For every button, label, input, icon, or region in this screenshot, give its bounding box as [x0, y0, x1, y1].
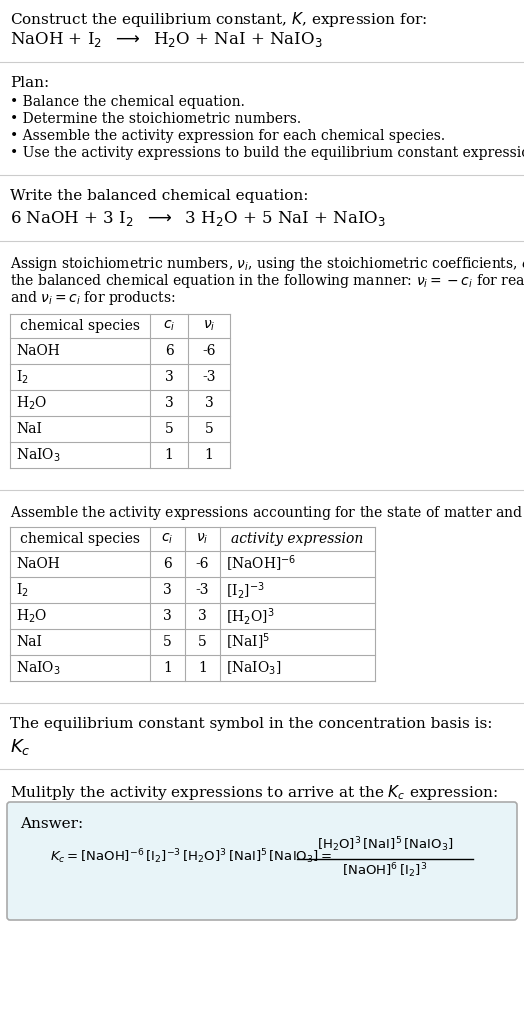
Text: chemical species: chemical species	[20, 532, 140, 546]
Text: Answer:: Answer:	[20, 817, 83, 832]
Text: NaOH + I$_2$  $\longrightarrow$  H$_2$O + NaI + NaIO$_3$: NaOH + I$_2$ $\longrightarrow$ H$_2$O + …	[10, 30, 323, 49]
Text: NaOH: NaOH	[16, 557, 60, 571]
Text: 6: 6	[163, 557, 172, 571]
Text: 3: 3	[163, 609, 172, 623]
Text: 1: 1	[165, 448, 173, 462]
Text: activity expression: activity expression	[232, 532, 364, 546]
Text: and $\nu_i = c_i$ for products:: and $\nu_i = c_i$ for products:	[10, 289, 176, 307]
Text: $c_i$: $c_i$	[163, 319, 175, 333]
Text: 3: 3	[165, 396, 173, 410]
Text: [NaI]$^5$: [NaI]$^5$	[226, 632, 270, 652]
Text: 3: 3	[205, 396, 213, 410]
Text: Assign stoichiometric numbers, $\nu_i$, using the stoichiometric coefficients, $: Assign stoichiometric numbers, $\nu_i$, …	[10, 255, 524, 273]
Text: Assemble the activity expressions accounting for the state of matter and $\nu_i$: Assemble the activity expressions accoun…	[10, 504, 524, 522]
Text: 5: 5	[165, 422, 173, 436]
Text: $\mathrm{[NaOH]}^6\,\mathrm{[I_2]}^3$: $\mathrm{[NaOH]}^6\,\mathrm{[I_2]}^3$	[342, 862, 428, 880]
Text: -6: -6	[196, 557, 209, 571]
Text: • Assemble the activity expression for each chemical species.: • Assemble the activity expression for e…	[10, 129, 445, 143]
Text: NaOH: NaOH	[16, 344, 60, 358]
Text: -6: -6	[202, 344, 216, 358]
Text: 3: 3	[163, 583, 172, 597]
Text: $K_c = \mathrm{[NaOH]}^{-6}\,\mathrm{[I_2]}^{-3}\,\mathrm{[H_2O]}^3\,\mathrm{[Na: $K_c = \mathrm{[NaOH]}^{-6}\,\mathrm{[I_…	[50, 848, 332, 866]
Text: • Balance the chemical equation.: • Balance the chemical equation.	[10, 95, 245, 109]
Text: 3: 3	[165, 370, 173, 384]
Text: the balanced chemical equation in the following manner: $\nu_i = -c_i$ for react: the balanced chemical equation in the fo…	[10, 272, 524, 290]
Text: Plan:: Plan:	[10, 76, 49, 90]
Text: NaIO$_3$: NaIO$_3$	[16, 659, 61, 677]
Text: 6: 6	[165, 344, 173, 358]
Text: Construct the equilibrium constant, $K$, expression for:: Construct the equilibrium constant, $K$,…	[10, 10, 427, 29]
Text: The equilibrium constant symbol in the concentration basis is:: The equilibrium constant symbol in the c…	[10, 717, 493, 731]
Text: -3: -3	[202, 370, 216, 384]
Text: $K_c$: $K_c$	[10, 737, 30, 757]
Text: 1: 1	[204, 448, 213, 462]
Text: NaI: NaI	[16, 422, 42, 436]
Text: $\nu_i$: $\nu_i$	[196, 532, 209, 546]
Text: NaI: NaI	[16, 635, 42, 649]
Text: Mulitply the activity expressions to arrive at the $K_c$ expression:: Mulitply the activity expressions to arr…	[10, 783, 498, 802]
Text: 6 NaOH + 3 I$_2$  $\longrightarrow$  3 H$_2$O + 5 NaI + NaIO$_3$: 6 NaOH + 3 I$_2$ $\longrightarrow$ 3 H$_…	[10, 209, 386, 228]
Text: $\mathrm{[H_2O]}^3\,\mathrm{[NaI]}^5\,\mathrm{[NaIO_3]}$: $\mathrm{[H_2O]}^3\,\mathrm{[NaI]}^5\,\m…	[317, 836, 453, 854]
Text: [NaOH]$^{-6}$: [NaOH]$^{-6}$	[226, 553, 297, 574]
Text: Write the balanced chemical equation:: Write the balanced chemical equation:	[10, 189, 309, 203]
Text: 3: 3	[198, 609, 207, 623]
Text: • Determine the stoichiometric numbers.: • Determine the stoichiometric numbers.	[10, 112, 301, 126]
Text: [I$_2$]$^{-3}$: [I$_2$]$^{-3}$	[226, 580, 265, 600]
Text: 5: 5	[198, 635, 207, 649]
Text: $\nu_i$: $\nu_i$	[203, 319, 215, 333]
Text: H$_2$O: H$_2$O	[16, 607, 47, 625]
FancyBboxPatch shape	[7, 802, 517, 920]
Text: 1: 1	[198, 661, 207, 675]
Text: 1: 1	[163, 661, 172, 675]
Text: I$_2$: I$_2$	[16, 581, 29, 599]
Text: 5: 5	[205, 422, 213, 436]
Text: NaIO$_3$: NaIO$_3$	[16, 446, 61, 464]
Text: chemical species: chemical species	[20, 319, 140, 333]
Text: H$_2$O: H$_2$O	[16, 394, 47, 412]
Text: [NaIO$_3$]: [NaIO$_3$]	[226, 659, 281, 677]
Text: I$_2$: I$_2$	[16, 368, 29, 386]
Text: 5: 5	[163, 635, 172, 649]
Text: [H$_2$O]$^3$: [H$_2$O]$^3$	[226, 605, 275, 627]
Text: • Use the activity expressions to build the equilibrium constant expression.: • Use the activity expressions to build …	[10, 146, 524, 160]
Text: -3: -3	[196, 583, 209, 597]
Text: $c_i$: $c_i$	[161, 532, 173, 546]
